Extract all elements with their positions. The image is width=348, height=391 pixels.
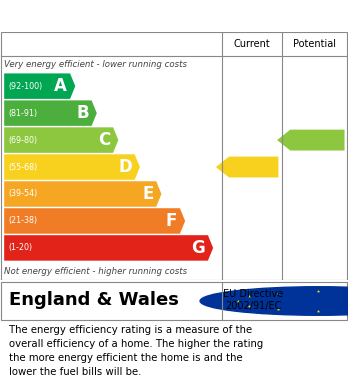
- Text: 80: 80: [310, 133, 332, 147]
- Text: (21-38): (21-38): [8, 217, 38, 226]
- Text: A: A: [54, 77, 67, 95]
- Text: (81-91): (81-91): [8, 109, 38, 118]
- Polygon shape: [4, 100, 97, 126]
- Polygon shape: [4, 208, 185, 234]
- Polygon shape: [4, 74, 75, 99]
- Text: Energy Efficiency Rating: Energy Efficiency Rating: [9, 9, 211, 23]
- Text: D: D: [118, 158, 132, 176]
- Polygon shape: [277, 130, 345, 151]
- Text: Not energy efficient - higher running costs: Not energy efficient - higher running co…: [4, 267, 187, 276]
- Text: E: E: [142, 185, 153, 203]
- Text: F: F: [166, 212, 177, 230]
- Polygon shape: [4, 154, 140, 180]
- Circle shape: [200, 287, 348, 315]
- Text: G: G: [191, 239, 205, 257]
- Text: (69-80): (69-80): [8, 136, 38, 145]
- Text: (55-68): (55-68): [8, 163, 38, 172]
- Text: B: B: [76, 104, 89, 122]
- Text: England & Wales: England & Wales: [9, 291, 179, 309]
- Polygon shape: [4, 235, 213, 261]
- Text: The energy efficiency rating is a measure of the
overall efficiency of a home. T: The energy efficiency rating is a measur…: [9, 325, 263, 377]
- Text: Potential: Potential: [293, 39, 337, 49]
- Text: (92-100): (92-100): [8, 82, 42, 91]
- Polygon shape: [4, 127, 118, 153]
- Polygon shape: [216, 156, 278, 178]
- Text: C: C: [98, 131, 110, 149]
- Text: Very energy efficient - lower running costs: Very energy efficient - lower running co…: [4, 60, 187, 69]
- Text: Current: Current: [234, 39, 270, 49]
- Text: 66: 66: [246, 160, 268, 174]
- Text: (1-20): (1-20): [8, 244, 32, 253]
- Text: EU Directive
2002/91/EC: EU Directive 2002/91/EC: [223, 289, 284, 311]
- Polygon shape: [4, 181, 161, 207]
- Text: (39-54): (39-54): [8, 190, 38, 199]
